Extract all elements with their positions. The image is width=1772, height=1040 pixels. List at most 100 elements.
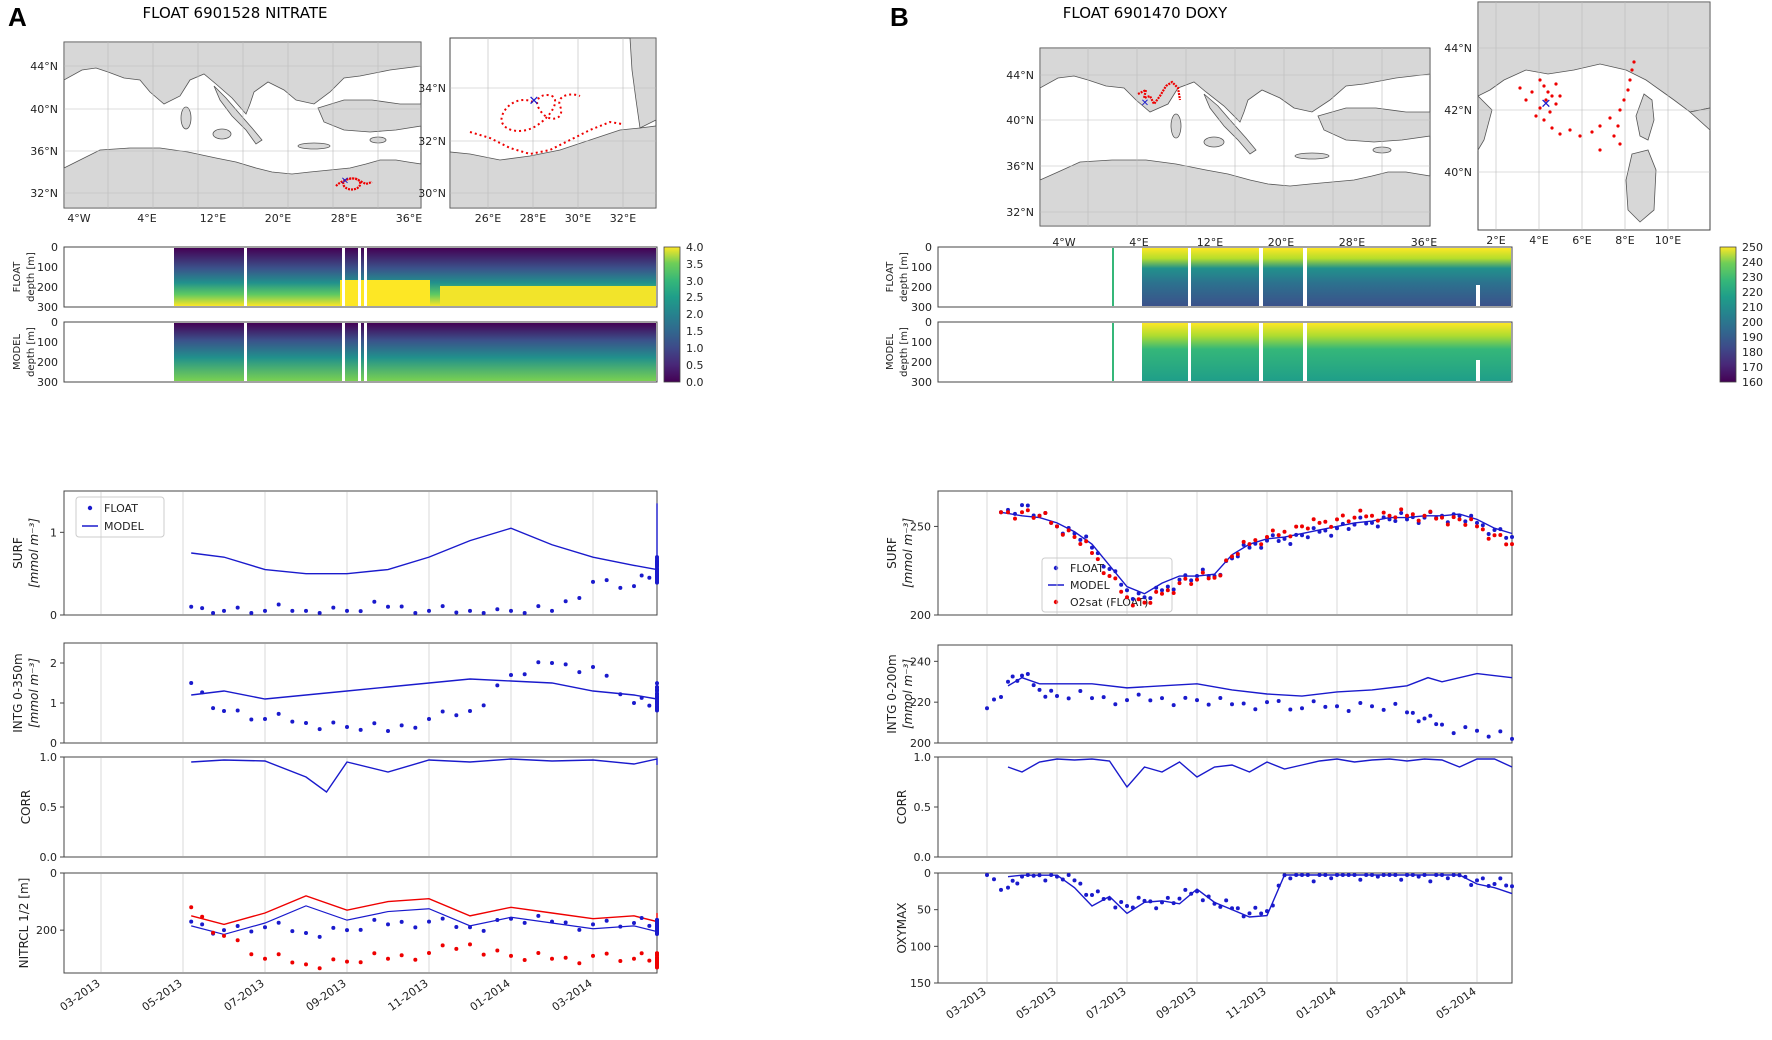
subplot-frame [937,490,1513,616]
panel-letter: B [890,2,909,32]
data-point [1265,538,1269,543]
float-start-marker: ✕ [1141,98,1149,109]
ylabel-line: [mmol m⁻³] [901,659,915,729]
data-point [655,575,659,580]
data-point [1078,689,1083,694]
data-point [655,560,659,565]
depth-tick: 0 [925,316,932,329]
colorbar: 250 240 230 220 210 200 190 180 170 160 [1719,241,1763,389]
data-point [1195,889,1199,894]
data-point [992,877,996,882]
data-point [1375,518,1380,523]
data-point [1370,873,1374,877]
heatmap-stripe [1112,248,1114,306]
data-point [331,605,336,610]
lon-tick: 12°E [1197,236,1223,249]
colorbar-tick: 220 [1742,286,1763,299]
data-point [1183,573,1188,578]
colorbar-tick: 190 [1742,331,1763,344]
data-point [276,920,281,925]
ylabel-line: depth [m] [26,252,37,302]
data-point [304,608,308,613]
depth-tick: 200 [37,281,58,294]
data-point [1230,554,1234,559]
data-point [495,683,500,688]
data-point [604,578,609,583]
lat-tick: 36°N [1006,160,1034,173]
data-point [1422,513,1427,518]
data-point [1148,698,1153,703]
data-point [1323,704,1328,709]
data-point [1440,873,1444,877]
lon-tick: 20°E [1268,236,1294,249]
data-point [632,956,636,961]
data-point [655,557,659,561]
data-point [1195,574,1199,579]
series-line [1007,758,1513,789]
data-point [1136,895,1141,900]
data-point [1031,515,1036,520]
data-point [1305,535,1310,540]
data-point [1335,873,1339,877]
data-point [1375,874,1380,879]
data-point [1136,597,1141,602]
data-point [1346,709,1351,714]
data-point [1010,878,1015,883]
data-point [639,951,644,956]
heatmap-gap [1259,248,1263,306]
data-point [639,695,644,700]
data-point [1136,591,1141,596]
colorbar-tick: 4.0 [686,241,704,254]
data-point [1405,513,1409,518]
heatmap-ylabel: FLOAT depth [m] [12,252,37,302]
data-point [1212,575,1217,580]
heatmap-ylabel: MODEL depth [m] [12,327,37,377]
colorbar-gradient [663,246,681,383]
data-point [604,951,609,956]
lon-tick: 12°E [200,212,226,225]
time-tick-label: 01-2014 [468,977,513,1014]
data-point [1148,899,1153,904]
data-point [1013,511,1017,516]
data-point [1066,696,1071,701]
data-point [276,952,281,957]
data-point [1177,577,1182,582]
time-tick-label: 09-2013 [304,977,349,1014]
data-point [1498,533,1503,538]
data-point [263,925,267,930]
map-main: ✕ 44°N 40°N 36°N 32°N 4°W 4°E 12°E 20°E … [1006,47,1437,249]
data-point [1510,535,1514,540]
data-point [1160,588,1164,593]
map-gridlines [1040,48,1430,226]
data-point [1457,873,1462,878]
heatmap-ylabel: MODEL depth [m] [885,327,910,377]
data-point [1323,519,1328,524]
legend-entry: MODEL [104,520,145,533]
lat-tick: 44°N [1006,69,1034,82]
data-point [1101,564,1106,569]
lon-tick: 6°E [1572,234,1591,247]
data-point [1469,883,1474,888]
lon-tick: 4°W [1052,236,1075,249]
colorbar-tick: 170 [1742,361,1763,374]
data-point [1288,707,1293,712]
data-point [399,604,404,609]
data-point [1486,532,1491,537]
series-line [191,678,658,703]
data-point [1206,576,1211,581]
data-point [1101,695,1106,700]
data-point [577,670,582,675]
data-point [1200,570,1205,575]
y-tick-label: 0.5 [40,801,58,814]
data-point [1142,600,1147,605]
data-point [655,952,659,957]
data-point [1405,517,1409,522]
data-point [1323,873,1328,877]
data-point [1282,536,1287,541]
data-point [1270,903,1275,908]
data-point [263,717,267,721]
subplot-frame [937,872,1513,984]
data-point [639,916,644,921]
ylabel-line: CORR [19,790,33,825]
data-point [1498,527,1503,532]
